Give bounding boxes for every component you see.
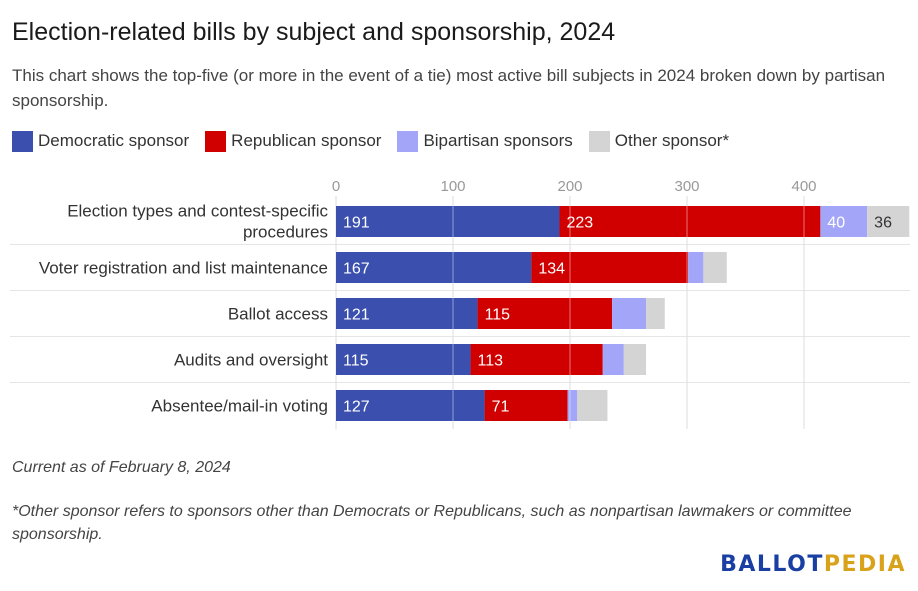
- logo-text-ballot: BALLOT: [720, 552, 824, 577]
- chart-subtitle: This chart shows the top-five (or more i…: [12, 66, 886, 110]
- legend-label-democratic: Democratic sponsor: [38, 131, 190, 150]
- data-label: 71: [492, 399, 510, 416]
- bar-segment: [531, 252, 689, 283]
- bar-segment: [703, 252, 727, 283]
- bar-segment: [612, 298, 647, 329]
- bar-segment: [577, 390, 608, 421]
- bar-segment: [336, 344, 471, 375]
- legend-item-republican: Republican sponsor: [205, 130, 382, 152]
- data-label: 127: [343, 399, 370, 416]
- legend-item-other: Other sponsor*: [588, 130, 730, 152]
- x-tick-label: 0: [332, 178, 340, 195]
- data-label: 223: [566, 215, 593, 232]
- category-label: Election types and contest-specific: [67, 202, 328, 221]
- bar-segment: [567, 390, 578, 421]
- data-label: 191: [343, 215, 370, 232]
- category-label: Voter registration and list maintenance: [39, 259, 328, 278]
- data-label: 113: [478, 353, 504, 370]
- legend-swatch-bipartisan: [397, 130, 419, 152]
- footnote: *Other sponsor refers to sponsors other …: [12, 503, 852, 543]
- legend-label-other: Other sponsor*: [614, 131, 730, 150]
- bar-segment: [820, 206, 868, 237]
- ballotpedia-logo: BALLOTPEDIA: [720, 552, 906, 577]
- x-tick-label: 100: [440, 178, 465, 195]
- data-label: 121: [343, 307, 370, 324]
- legend-item-democratic: Democratic sponsor: [12, 130, 190, 152]
- legend-swatch-other: [588, 130, 610, 152]
- legend-item-bipartisan: Bipartisan sponsors: [397, 130, 573, 152]
- current-as-of-note: Current as of February 8, 2024: [12, 459, 231, 476]
- category-label: Absentee/mail-in voting: [151, 397, 328, 416]
- bar-segment: [336, 298, 478, 329]
- data-label: 115: [485, 307, 511, 324]
- bar-segment: [336, 252, 532, 283]
- x-tick-label: 200: [557, 178, 582, 195]
- x-tick-label: 300: [674, 178, 699, 195]
- data-label: 115: [343, 353, 369, 370]
- bar-segment: [602, 344, 624, 375]
- data-label: 36: [874, 215, 892, 232]
- x-tick-label: 400: [791, 178, 816, 195]
- bar-segment: [867, 206, 910, 237]
- category-label: Ballot access: [228, 305, 328, 324]
- category-label: Audits and oversight: [174, 351, 328, 370]
- legend-swatch-democratic: [12, 130, 33, 152]
- chart-title: Election-related bills by subject and sp…: [12, 18, 616, 46]
- bar-segment: [484, 390, 568, 421]
- legend-swatch-republican: [205, 130, 227, 152]
- category-label: procedures: [243, 223, 328, 242]
- bar-segment: [559, 206, 821, 237]
- logo-text-pedia: PEDIA: [823, 552, 906, 577]
- data-label: 134: [538, 261, 565, 278]
- stacked-bar-chart: 0 100 200 300 400 Election types and contest-…: [10, 178, 910, 429]
- data-label: 40: [827, 215, 845, 232]
- bar-segment: [336, 206, 560, 237]
- legend-label-republican: Republican sponsor: [231, 131, 382, 150]
- bar-segment: [623, 344, 647, 375]
- bar-segment: [336, 390, 485, 421]
- legend-label-bipartisan: Bipartisan sponsors: [423, 131, 573, 150]
- bar-segment: [477, 298, 613, 329]
- legend: Democratic sponsor Republican sponsor Bi…: [12, 129, 745, 153]
- bar-segment: [688, 252, 704, 283]
- bar-segment: [646, 298, 665, 329]
- data-label: 167: [343, 261, 370, 278]
- bar-segment: [470, 344, 603, 375]
